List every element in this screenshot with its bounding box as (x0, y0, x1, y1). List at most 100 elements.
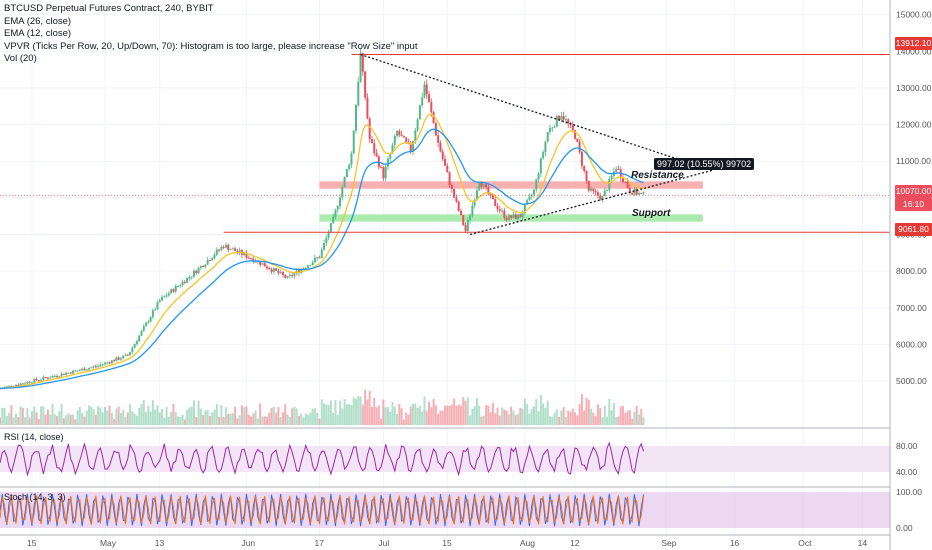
volume-bar (297, 415, 300, 425)
volume-bar (590, 408, 593, 425)
candle-body (58, 376, 61, 378)
volume-bar (88, 405, 90, 425)
volume-bar (19, 406, 22, 425)
volume-bar (352, 397, 355, 425)
volume-bar (288, 416, 291, 425)
ema12-legend[interactable]: EMA (12, close) (4, 28, 72, 39)
candle-body (279, 272, 282, 274)
volume-bar (539, 395, 542, 425)
volume-bar (628, 410, 631, 425)
candle-body (377, 156, 380, 168)
candle-body (425, 84, 428, 95)
volume-bar (642, 417, 645, 425)
volume-bar (359, 396, 362, 425)
vol-legend[interactable]: Vol (20) (4, 53, 37, 64)
candle-body (202, 265, 205, 267)
volume-bar (327, 405, 330, 425)
volume-bar (425, 411, 428, 425)
rsi-label[interactable]: RSI (14, close) (4, 432, 64, 442)
volume-bar (81, 412, 84, 425)
candle-body (252, 258, 255, 262)
volume-bar (30, 411, 33, 425)
candle-body (224, 244, 227, 248)
volume-bar (17, 417, 20, 425)
volume-bar (626, 410, 629, 425)
candle-body (5, 386, 8, 388)
volume-bar (126, 412, 129, 425)
candle-body (548, 128, 551, 133)
volume-bar (293, 406, 296, 425)
candle-body (409, 143, 412, 152)
volume-bar (33, 406, 36, 425)
volume-bar (343, 399, 346, 425)
volume-bar (304, 413, 307, 425)
volume-bar (224, 407, 227, 425)
volume-bar (229, 413, 232, 425)
volume-bar (256, 418, 259, 425)
candle-body (448, 172, 451, 186)
candle-body (254, 261, 257, 263)
candle-body (215, 249, 218, 255)
volume-bar (510, 406, 513, 425)
volume-bar (464, 400, 467, 425)
candle-body (574, 130, 577, 139)
volume-bar (450, 404, 453, 425)
candle-body (491, 194, 494, 200)
volume-bar (599, 408, 602, 425)
candle-body (179, 285, 182, 287)
volume-bar (42, 406, 45, 425)
x-tick-label: 16 (730, 538, 740, 548)
candle-body (40, 379, 43, 381)
candle-body (304, 267, 307, 269)
volume-bar (3, 407, 6, 425)
candle-body (471, 205, 474, 216)
candle-body (482, 184, 485, 187)
volume-bar (631, 418, 634, 425)
volume-bar (142, 399, 145, 425)
candle-body (494, 199, 497, 206)
volume-bar (252, 413, 255, 425)
volume-bar (521, 408, 524, 425)
ema26-legend[interactable]: EMA (26, close) (4, 15, 72, 27)
stoch-label[interactable]: Stoch (14, 3, 3) (4, 492, 66, 502)
candle-body (469, 215, 472, 221)
volume-bar (5, 416, 8, 425)
indicator-tick-label: 100.00 (896, 487, 922, 497)
candle-body (199, 265, 202, 268)
candle-body (42, 376, 45, 380)
volume-bar (238, 415, 241, 425)
volume-bar (430, 407, 433, 425)
volume-bar (494, 413, 497, 425)
candle-body (537, 173, 540, 180)
symbol-title[interactable]: BTCUSD Perpetual Futures Contract, 240, … (4, 3, 214, 14)
volume-bar (174, 412, 177, 425)
candle-body (62, 373, 65, 375)
volume-bar (485, 405, 488, 425)
candle-body (17, 384, 20, 386)
candle-body (539, 158, 542, 174)
volume-bar (254, 410, 257, 425)
volume-bar (640, 408, 643, 425)
volume-bar (117, 406, 120, 425)
candle-body (558, 115, 561, 120)
volume-bar (380, 418, 383, 425)
x-tick-label: 15 (27, 538, 37, 548)
candle-body (368, 118, 371, 140)
volume-bar (195, 417, 198, 425)
candle-body (272, 268, 275, 272)
price-label-top: 13912.10 (895, 37, 932, 50)
volume-bar (145, 412, 148, 425)
candle-body (503, 210, 506, 218)
volume-bar (519, 408, 522, 425)
vpvr-legend[interactable]: VPVR (Ticks Per Row, 20, Up/Down, 70): H… (4, 40, 418, 52)
volume-bar (366, 399, 369, 425)
volume-bar (90, 406, 93, 425)
candle-body (640, 192, 643, 194)
volume-bar (355, 398, 357, 425)
candle-body (174, 286, 177, 292)
candle-body (402, 136, 405, 138)
candle-body (181, 281, 184, 286)
volume-bar (423, 396, 426, 425)
candle-body (311, 262, 314, 266)
